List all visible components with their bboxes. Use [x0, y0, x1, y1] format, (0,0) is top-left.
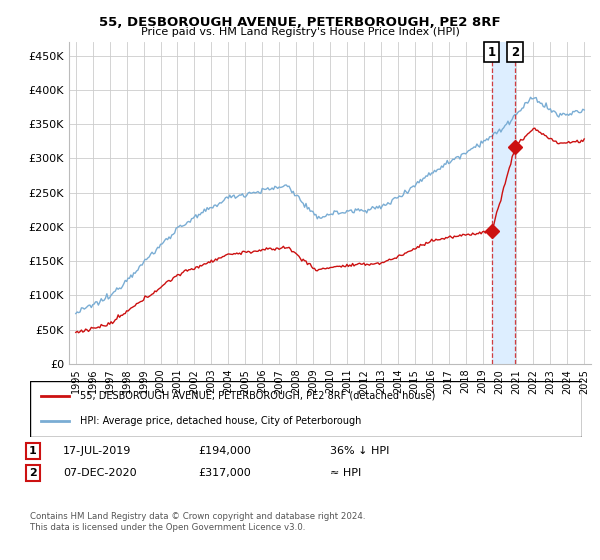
Text: 2: 2 [511, 46, 519, 59]
Text: HPI: Average price, detached house, City of Peterborough: HPI: Average price, detached house, City… [80, 416, 361, 426]
Text: 55, DESBOROUGH AVENUE, PETERBOROUGH, PE2 8RF: 55, DESBOROUGH AVENUE, PETERBOROUGH, PE2… [99, 16, 501, 29]
Text: 55, DESBOROUGH AVENUE, PETERBOROUGH, PE2 8RF (detached house): 55, DESBOROUGH AVENUE, PETERBOROUGH, PE2… [80, 391, 435, 401]
Text: 1: 1 [29, 446, 37, 456]
Text: 1: 1 [488, 46, 496, 59]
Text: 17-JUL-2019: 17-JUL-2019 [63, 446, 131, 456]
Text: 07-DEC-2020: 07-DEC-2020 [63, 468, 137, 478]
Text: ≈ HPI: ≈ HPI [330, 468, 361, 478]
Bar [491, 42, 515, 364]
Text: 2: 2 [29, 468, 37, 478]
Text: 36% ↓ HPI: 36% ↓ HPI [330, 446, 389, 456]
Text: Contains HM Land Registry data © Crown copyright and database right 2024.
This d: Contains HM Land Registry data © Crown c… [30, 512, 365, 532]
Text: £194,000: £194,000 [198, 446, 251, 456]
Text: Price paid vs. HM Land Registry's House Price Index (HPI): Price paid vs. HM Land Registry's House … [140, 27, 460, 37]
Text: £317,000: £317,000 [198, 468, 251, 478]
